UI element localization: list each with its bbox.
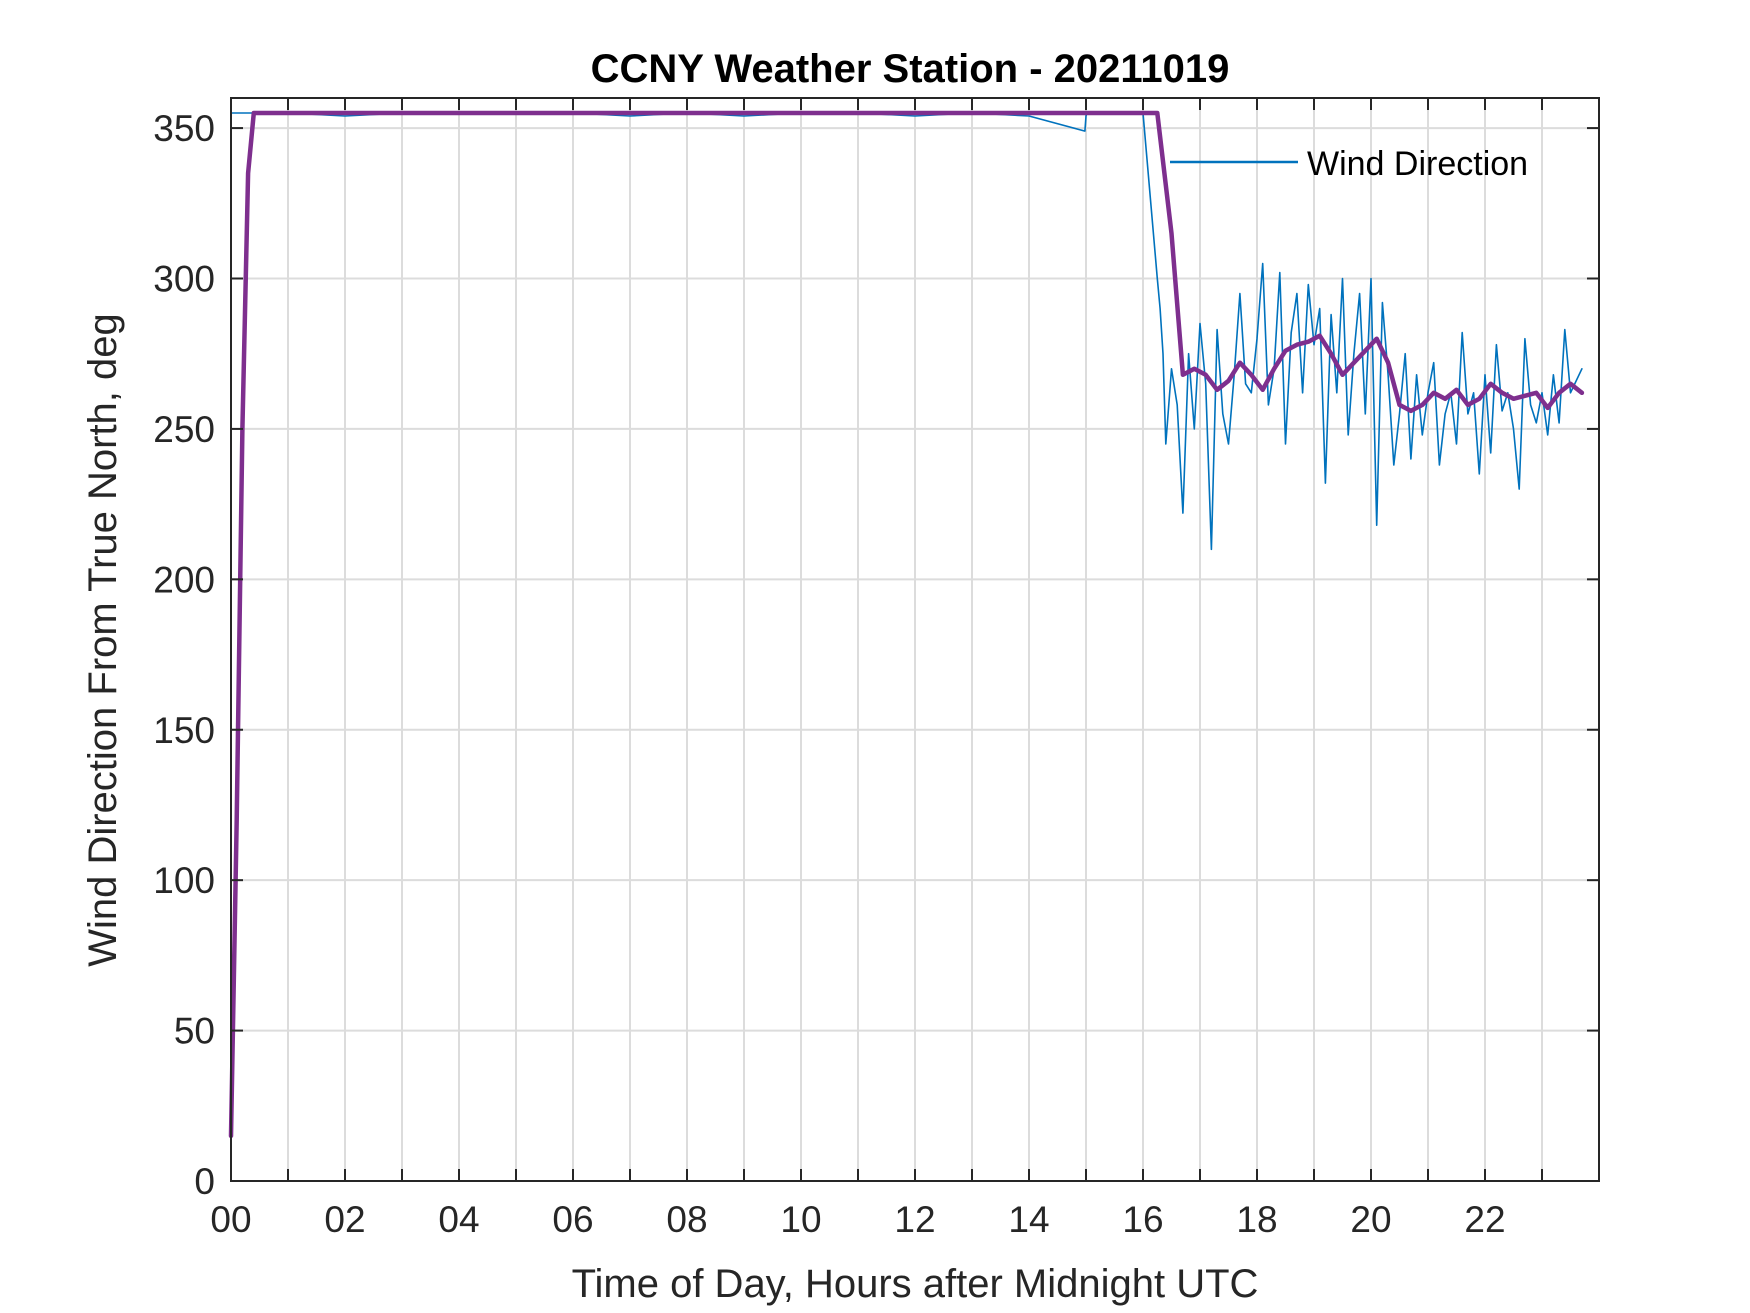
y-tick-label: 100	[153, 860, 215, 901]
x-tick-label: 12	[894, 1199, 935, 1240]
x-tick-label: 06	[552, 1199, 593, 1240]
y-tick-label: 50	[174, 1011, 215, 1052]
y-axis-label: Wind Direction From True North, deg	[81, 313, 125, 967]
chart-title: CCNY Weather Station - 20211019	[591, 47, 1230, 91]
grid	[231, 98, 1599, 1181]
y-tick-label: 150	[153, 710, 215, 751]
y-tick-label: 250	[153, 409, 215, 450]
x-tick-label: 00	[210, 1199, 251, 1240]
y-tick-label: 350	[153, 108, 215, 149]
series-layer	[228, 110, 1585, 1139]
x-tick-label: 08	[666, 1199, 707, 1240]
series-line-smoothed	[228, 110, 1585, 1139]
y-tick-label: 200	[153, 559, 215, 600]
x-tick-label: 18	[1236, 1199, 1277, 1240]
y-tick-label: 300	[153, 259, 215, 300]
x-tick-label: 14	[1008, 1199, 1049, 1240]
legend: Wind Direction	[1170, 145, 1528, 183]
legend-label: Wind Direction	[1307, 145, 1528, 183]
y-tick-label: 0	[194, 1161, 215, 1202]
tick-labels: 00 02 04 06 08 10 12 14 16 18 20 22 0 50 100 150 200 250 3…	[153, 108, 1505, 1240]
ticks	[231, 98, 1599, 1182]
x-tick-label: 22	[1464, 1199, 1505, 1240]
x-tick-label: 02	[324, 1199, 365, 1240]
x-tick-label: 16	[1122, 1199, 1163, 1240]
x-tick-label: 20	[1350, 1199, 1391, 1240]
x-tick-label: 10	[780, 1199, 821, 1240]
x-tick-label: 04	[438, 1199, 479, 1240]
x-axis-label: Time of Day, Hours after Midnight UTC	[572, 1262, 1259, 1306]
